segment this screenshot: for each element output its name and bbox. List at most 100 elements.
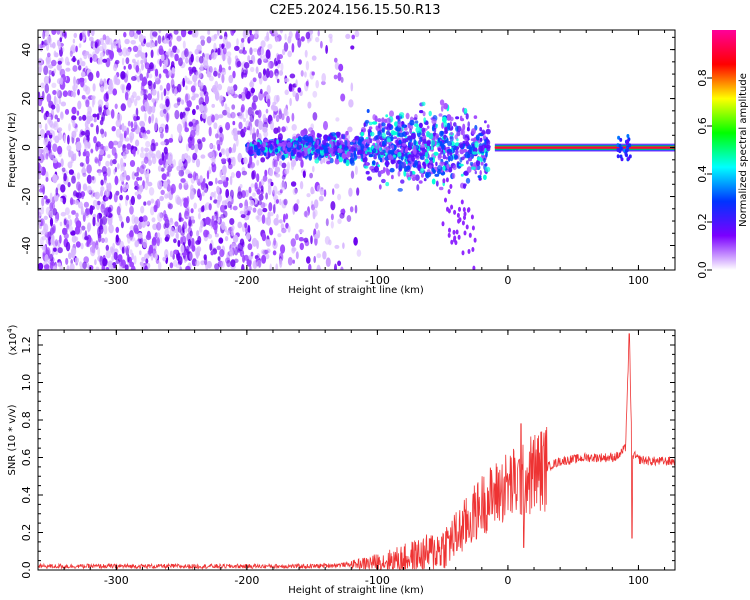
spectrogram-signal-blob	[371, 121, 378, 125]
spectrogram-noise-blob	[94, 41, 98, 49]
spectrogram-noise-blob	[247, 55, 251, 62]
spectrogram-tail-blob	[462, 207, 466, 213]
spectrogram-noise-blob	[88, 265, 94, 270]
spectrogram-noise-blob	[181, 153, 185, 162]
spectrogram-noise-blob	[356, 187, 360, 196]
spectrogram-noise-blob	[140, 105, 146, 112]
spectrogram-noise-blob	[55, 187, 59, 196]
spectrogram-noise-blob	[261, 254, 267, 264]
spectrogram-noise-blob	[340, 266, 344, 270]
spectrogram-noise-blob	[54, 114, 58, 120]
spectrogram-noise-blob	[213, 33, 218, 40]
spectrogram-noise-blob	[243, 157, 248, 165]
spectrogram-noise-blob	[173, 238, 177, 244]
spectrogram-noise-blob	[81, 61, 86, 67]
spectrogram-noise-blob	[237, 221, 243, 229]
spectrogram-noise-blob	[252, 110, 255, 119]
spectrogram-noise-blob	[196, 230, 200, 237]
spectrogram-noise-blob	[320, 40, 323, 49]
spectrogram-noise-blob	[86, 115, 91, 125]
spectrogram-tail-blob	[448, 227, 451, 233]
spectrogram-noise-blob	[177, 239, 181, 248]
spectrogram-tail-blob	[453, 237, 456, 243]
spectrogram-noise-blob	[130, 40, 136, 45]
spectrogram-tail-blob	[447, 232, 451, 238]
spectrogram-noise-blob	[186, 100, 192, 108]
spectrogram-ytick-label: 0	[20, 144, 33, 151]
spectrogram-noise-blob	[218, 237, 224, 244]
spectrogram-noise-blob	[269, 212, 274, 217]
spectrogram-noise-blob	[134, 98, 138, 107]
spectrogram-noise-blob	[225, 147, 230, 158]
spectrogram-noise-blob	[292, 90, 297, 98]
spectrogram-signal-blob	[381, 178, 386, 184]
spectrogram-noise-blob	[150, 206, 155, 216]
spectrogram-noise-blob	[53, 68, 57, 74]
spectrogram-noise-blob	[342, 242, 345, 249]
spectrogram-noise-blob	[69, 219, 73, 227]
spectrogram-signal-blob	[397, 121, 403, 128]
spectrogram-noise-blob	[136, 176, 141, 181]
spectrogram-noise-blob	[350, 45, 355, 50]
spectrogram-noise-blob	[308, 127, 314, 133]
spectrogram-signal-blob	[391, 144, 395, 150]
spectrogram-bump-blob	[626, 139, 630, 144]
colorbar-tick-label: 0.2	[696, 213, 709, 231]
spectrogram-noise-blob	[312, 209, 318, 217]
spectrogram-signal-blob	[395, 162, 399, 169]
spectrogram-signal-blob	[485, 128, 491, 135]
spectrogram-noise-blob	[213, 122, 218, 130]
spectrogram-noise-blob	[99, 218, 103, 228]
spectrogram-noise-blob	[152, 31, 158, 37]
spectrogram-noise-blob	[316, 267, 322, 270]
spectrogram-xlabel: Height of straight line (km)	[288, 285, 424, 296]
spectrogram-noise-blob	[79, 162, 84, 167]
spectrogram-noise-blob	[57, 145, 63, 155]
spectrogram-noise-blob	[101, 42, 107, 52]
spectrogram-noise-blob	[226, 260, 231, 268]
spectrogram-noise-blob	[124, 38, 130, 45]
spectrogram-noise-blob	[144, 253, 150, 260]
spectrogram-bump-blob	[618, 143, 622, 148]
spectrogram-noise-blob	[126, 127, 130, 135]
spectrogram-signal-blob	[398, 156, 403, 160]
spectrogram-noise-blob	[151, 156, 157, 165]
spectrogram-noise-blob	[49, 43, 53, 48]
spectrogram-noise-blob	[184, 75, 188, 82]
spectrogram-noise-blob	[81, 30, 87, 40]
spectrogram-noise-blob	[188, 141, 193, 149]
spectrogram-signal-blob	[247, 149, 253, 155]
spectrogram-signal-blob	[405, 112, 410, 120]
spectrogram-signal-blob	[479, 137, 483, 142]
spectrogram-noise-blob	[138, 221, 143, 230]
spectrogram-noise-blob	[209, 143, 213, 149]
spectrogram-noise-blob	[143, 94, 148, 100]
spectrogram-signal-blob	[381, 122, 386, 127]
spectrogram-signal-blob	[455, 149, 459, 154]
spectrogram-noise-blob	[219, 43, 222, 49]
spectrogram-noise-blob	[283, 107, 288, 116]
spectrogram-noise-blob	[97, 247, 101, 257]
spectrogram-noise-blob	[164, 193, 169, 199]
spectrogram-tail-blob	[452, 229, 456, 235]
spectrogram-noise-blob	[123, 31, 127, 38]
spectrogram-noise-blob	[119, 194, 123, 201]
spectrogram-noise-blob	[268, 202, 273, 212]
spectrogram-noise-blob	[231, 104, 236, 110]
spectrogram-noise-blob	[175, 263, 181, 269]
spectrogram-noise-blob	[249, 264, 252, 270]
spectrogram-signal-blob	[397, 188, 403, 192]
spectrogram-noise-blob	[279, 258, 283, 268]
spectrogram-noise-blob	[199, 175, 203, 183]
spectrogram-signal-blob	[354, 135, 360, 141]
spectrogram-signal-blob	[328, 147, 334, 154]
spectrogram-noise-blob	[233, 84, 238, 91]
spectrogram-noise-blob	[82, 114, 87, 121]
spectrogram-signal-blob	[462, 183, 467, 189]
spectrogram-noise-blob	[236, 60, 242, 68]
spectrogram-noise-blob	[42, 30, 46, 40]
spectrogram-noise-blob	[328, 33, 333, 39]
spectrogram-noise-blob	[131, 252, 134, 261]
spectrogram-noise-blob	[203, 187, 208, 194]
spectrogram-noise-blob	[203, 60, 209, 69]
